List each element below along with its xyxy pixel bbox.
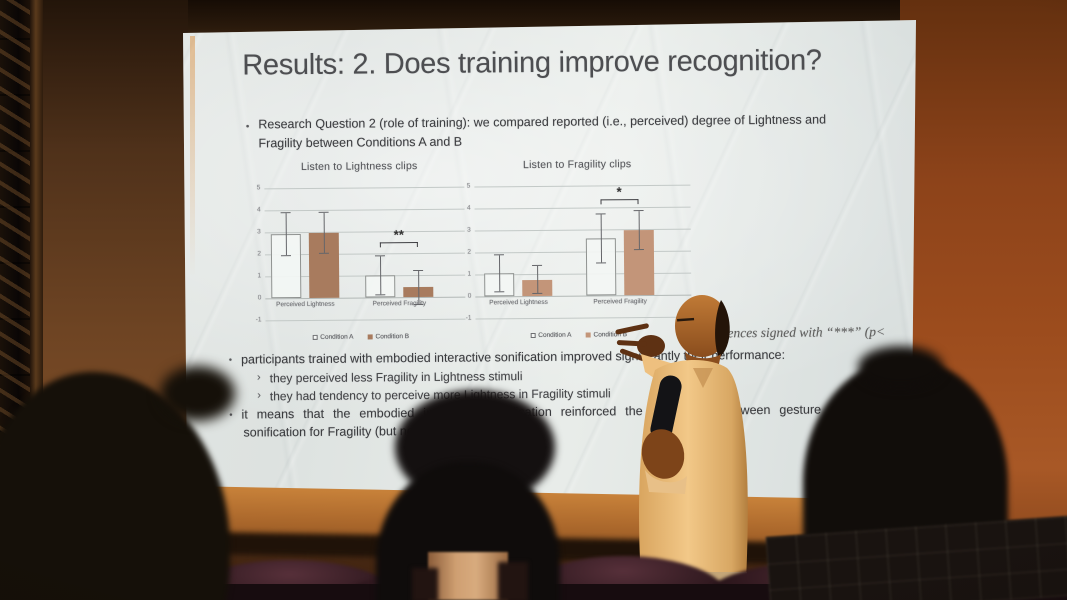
y-axis-tick: 1	[257, 272, 262, 280]
y-axis-tick: 3	[467, 226, 471, 234]
y-axis-tick: 5	[466, 182, 471, 190]
intro-bullet: • Research Question 2 (role of training)…	[246, 110, 854, 153]
y-axis-tick: 3	[257, 228, 261, 236]
presenter-glasses	[677, 317, 695, 322]
legend-swatch-icon	[312, 334, 318, 340]
chart-lightness-clips: Listen to Lightness clips Condition A Con…	[248, 160, 472, 344]
audience-hair-tuft	[858, 346, 943, 388]
error-bar	[532, 265, 543, 294]
significance-label: *	[616, 184, 622, 200]
y-axis-tick: -1	[255, 316, 262, 324]
collar-left	[412, 568, 438, 600]
sub-bullet-icon: ›	[256, 371, 261, 384]
y-axis-tick: 1	[467, 270, 472, 278]
x-axis-label: Perceived Fragility	[372, 299, 427, 308]
gridline	[474, 206, 691, 210]
significance-label: **	[393, 227, 404, 243]
y-axis-tick: 2	[467, 248, 471, 256]
legend-item: Condition B	[367, 333, 409, 340]
legend-item: Condition A	[530, 331, 572, 339]
y-axis-tick: -1	[465, 314, 472, 322]
bullet-icon: •	[229, 409, 233, 420]
finding-text: they perceived less Fragility in Lightne…	[269, 369, 523, 386]
y-axis-tick: 0	[467, 292, 472, 300]
gridline	[265, 318, 466, 322]
y-axis-tick: 2	[257, 250, 261, 258]
bullet-icon: •	[228, 354, 233, 365]
gridline	[264, 208, 465, 212]
error-bar	[374, 255, 386, 296]
bullet-icon: •	[245, 121, 250, 133]
legend-swatch-icon	[585, 332, 591, 338]
error-bar	[595, 212, 606, 264]
y-axis-tick: 4	[466, 204, 471, 212]
finding-1a: › they perceived less Fragility in Light…	[257, 369, 523, 385]
legend-label: Condition A	[320, 333, 354, 341]
collar-right	[498, 562, 528, 600]
sub-bullet-icon: ›	[257, 389, 261, 402]
error-bar	[413, 269, 424, 305]
legend-label: Condition A	[538, 331, 572, 339]
gridline	[474, 184, 691, 188]
error-bar	[318, 211, 329, 254]
legend-label: Condition B	[375, 333, 410, 341]
error-bar	[633, 210, 644, 251]
gridline	[264, 186, 465, 190]
chart-title: Listen to Lightness clips	[300, 160, 418, 174]
x-axis-label: Perceived Lightness	[489, 298, 548, 307]
slide-title: Results: 2. Does training improve recogn…	[242, 44, 822, 82]
gridline	[474, 250, 691, 254]
chart-title: Listen to Fragility clips	[522, 158, 632, 172]
legend-swatch-icon	[367, 334, 373, 340]
significance-bracket	[379, 242, 418, 248]
x-axis-label: Perceived Lightness	[276, 300, 335, 309]
y-axis-tick: 4	[256, 206, 261, 214]
chart-legend: Condition A Condition B	[250, 333, 472, 342]
presenter-hair	[715, 300, 730, 358]
error-bar	[494, 254, 505, 292]
intro-bullet-text: Research Question 2 (role of training): …	[258, 112, 827, 151]
significance-bracket	[600, 199, 639, 205]
audience-neck	[428, 552, 508, 600]
microphone	[650, 375, 682, 441]
error-bar	[280, 212, 291, 257]
legend-item: Condition A	[312, 333, 354, 341]
projector-edge-glow	[190, 36, 195, 276]
gridline	[474, 228, 691, 232]
gridline	[264, 230, 465, 234]
y-axis-tick: 5	[256, 184, 261, 192]
audience-hair-wisp	[160, 366, 235, 421]
legend-swatch-icon	[530, 332, 536, 339]
pointing-hand	[615, 323, 665, 361]
mic-hand	[641, 429, 685, 479]
